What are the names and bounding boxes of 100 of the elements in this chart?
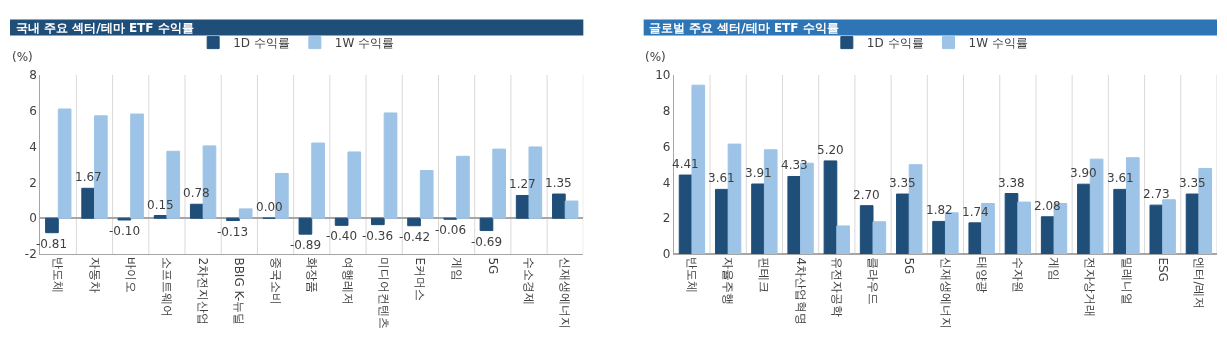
data-label: 4.41	[672, 157, 699, 171]
y-tick-label: 0	[662, 247, 671, 262]
x-tick-label: E커머스	[413, 257, 428, 301]
data-label: 2.73	[1143, 187, 1170, 201]
bar	[823, 160, 838, 254]
x-tick-label: BBIG K-뉴딜	[232, 257, 247, 326]
x-tick-label: ESG	[1155, 257, 1170, 282]
x-tick-label: 미디어컨텐츠	[377, 257, 392, 330]
data-label: 0.15	[147, 198, 174, 212]
x-tick-label: 밀레니얼	[1119, 257, 1134, 306]
x-tick-label: 핀테크	[757, 257, 772, 294]
bar	[57, 108, 72, 219]
y-tick-label: -2	[24, 247, 37, 262]
bar	[896, 193, 910, 254]
chart-title: 글로벌 주요 섹터/테마 ETF 수익률	[649, 21, 839, 35]
bar	[311, 142, 325, 219]
bar	[334, 217, 349, 226]
x-tick-label: 중국소비	[268, 257, 283, 306]
y-tick-label: 0	[29, 211, 37, 226]
data-label: -0.69	[471, 235, 503, 249]
data-label: 3.35	[889, 176, 916, 190]
bar	[1017, 201, 1032, 254]
bar	[45, 217, 59, 234]
legend-label: 1D 수익률	[233, 36, 290, 51]
data-label: -0.40	[326, 229, 358, 243]
y-axis-title: (%)	[645, 50, 666, 64]
bar	[130, 113, 144, 219]
x-tick-label: 소프트웨어	[160, 257, 175, 318]
data-label: 0.00	[256, 200, 283, 214]
data-label: 1.82	[926, 203, 953, 217]
y-tick-label: 6	[662, 139, 671, 154]
data-label: -0.13	[217, 225, 249, 239]
data-label: -0.36	[362, 229, 394, 243]
x-tick-label: 자동차	[87, 257, 102, 294]
bar	[859, 205, 874, 254]
data-label: -0.89	[290, 238, 322, 252]
x-tick-label: 엔터/레저	[1191, 257, 1206, 310]
bar	[836, 225, 850, 254]
bar	[407, 217, 421, 227]
bar	[787, 175, 802, 254]
y-axis-title: (%)	[12, 50, 33, 64]
data-label: 2.08	[1034, 199, 1061, 213]
bar	[492, 148, 506, 219]
y-tick-label: 4	[29, 139, 37, 154]
data-label: -0.42	[399, 230, 431, 244]
data-label: 1.35	[545, 176, 572, 190]
chart-title: 국내 주요 섹터/테마 ETF 수익률	[16, 21, 194, 35]
bar	[1113, 188, 1127, 254]
bar	[238, 208, 253, 219]
legend-label: 1W 수익률	[968, 36, 1028, 51]
data-label: 3.91	[745, 166, 772, 180]
x-tick-label: 수자원	[1010, 257, 1025, 294]
bar	[1149, 204, 1164, 254]
y-tick-label: 4	[662, 175, 671, 190]
data-label: 4.33	[781, 158, 808, 172]
x-tick-label: 반도체	[51, 257, 66, 294]
y-tick-label: 8	[29, 68, 37, 83]
x-tick-label: 자율주행	[721, 257, 736, 306]
x-tick-label: 게임	[449, 257, 464, 282]
bar	[370, 217, 385, 226]
bar	[479, 217, 494, 232]
bar	[1077, 183, 1091, 254]
data-label: 1.74	[962, 205, 989, 219]
x-tick-label: 2차전지산업	[196, 257, 211, 326]
data-label: 2.70	[853, 188, 880, 202]
data-label: -0.10	[109, 224, 141, 238]
y-tick-label: 2	[29, 175, 37, 190]
data-label: 3.61	[1107, 171, 1134, 185]
data-label: 1.27	[509, 177, 536, 191]
x-tick-label: 게임	[1047, 257, 1062, 282]
x-tick-label: 반도체	[685, 257, 700, 294]
bar	[226, 217, 240, 222]
data-label: 3.90	[1070, 166, 1097, 180]
bar	[944, 212, 959, 254]
y-tick-label: 2	[662, 211, 671, 226]
x-tick-label: 신재생에너지	[938, 257, 953, 330]
data-label: 3.61	[708, 171, 735, 185]
x-tick-label: 수소경제	[522, 257, 537, 306]
bar	[932, 220, 946, 254]
data-label: 1.67	[75, 170, 102, 184]
bar	[419, 170, 434, 219]
legend-label: 1D 수익률	[866, 36, 924, 51]
data-label: 3.35	[1179, 176, 1206, 190]
x-tick-label: 화장품	[304, 257, 319, 294]
data-label: -0.81	[36, 237, 68, 251]
bar	[872, 221, 887, 254]
bar	[552, 193, 566, 219]
x-tick-label: 클라우드	[866, 257, 881, 306]
data-label: 5.20	[817, 143, 844, 157]
x-tick-label: 5G	[902, 257, 917, 275]
bar	[564, 200, 579, 219]
x-tick-label: 5G	[485, 257, 500, 275]
x-tick-label: 유전자공학	[829, 257, 844, 318]
legend-label: 1W 수익률	[334, 36, 395, 51]
x-tick-label: 여행레저	[341, 257, 356, 306]
bar	[298, 217, 313, 235]
x-tick-label: 신재생에너지	[558, 257, 573, 330]
bar	[456, 155, 470, 219]
data-label: 3.38	[998, 176, 1025, 190]
bar	[714, 188, 729, 254]
